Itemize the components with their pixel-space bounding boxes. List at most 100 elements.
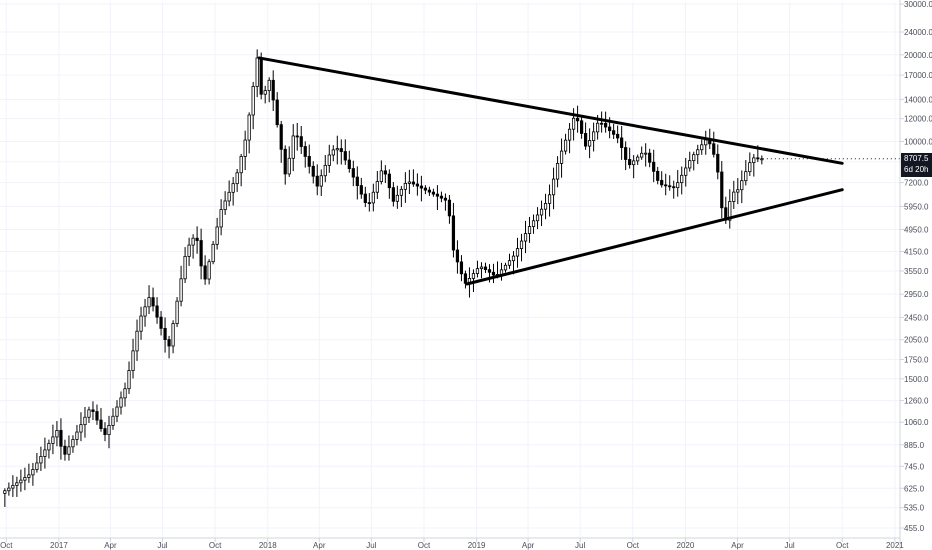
candle [267, 77, 271, 103]
candle-body [503, 264, 508, 271]
candle [740, 170, 744, 204]
candle-body [55, 430, 59, 438]
candle-body [588, 140, 592, 147]
candle-body [431, 191, 436, 195]
candle [147, 285, 151, 315]
x-tick-label: Jul [784, 541, 794, 550]
x-tick-label: Jul [157, 541, 167, 550]
candle-body [732, 191, 736, 202]
candle [239, 153, 243, 187]
candle [535, 207, 540, 230]
candle [35, 452, 39, 473]
candle [640, 146, 644, 160]
candle [283, 145, 287, 185]
candle [479, 262, 484, 279]
candle-body [736, 189, 740, 193]
candle-body [31, 469, 35, 476]
candle [207, 259, 211, 285]
candle-countdown-label: 6d 20h [904, 165, 928, 174]
y-tick-label: 2450.0 [904, 313, 929, 322]
candle-body [347, 159, 351, 169]
candle-body [239, 156, 243, 174]
candle-body [167, 339, 171, 347]
candle-body [99, 419, 103, 430]
candle [451, 202, 456, 258]
candle [15, 476, 19, 497]
y-tick-label: 14000.0 [904, 95, 932, 104]
y-tick-label: 2950.0 [904, 290, 929, 299]
candle [335, 135, 339, 165]
candle [636, 154, 640, 165]
candle [684, 157, 688, 187]
candle-body [471, 273, 476, 279]
candle-body [612, 130, 616, 135]
candle [3, 488, 7, 507]
candles [3, 49, 900, 507]
candle-body [11, 485, 15, 489]
candle [11, 475, 15, 497]
candle [355, 166, 359, 200]
price-axis[interactable]: 30000.0 24000.0 20000.0 17000.0 14000.0 12000… [899, 0, 932, 550]
candle-body [664, 184, 668, 187]
lower-trendline[interactable] [465, 188, 844, 286]
candle [275, 92, 279, 128]
candle-body [592, 131, 596, 141]
candle [571, 108, 576, 141]
candle [523, 220, 528, 254]
candle-body [395, 194, 399, 202]
candle [323, 155, 327, 183]
candle-body [79, 424, 83, 433]
candle [551, 167, 556, 210]
last-price-badge: 8707.5 6d 20h [901, 153, 932, 177]
candle-body [720, 171, 724, 209]
candle [235, 169, 239, 192]
candle-body [700, 144, 704, 151]
candle [559, 138, 564, 178]
candle [732, 180, 736, 209]
trendlines[interactable] [257, 56, 844, 286]
candle-body [379, 170, 383, 182]
candle-body [235, 172, 239, 185]
candle-body [447, 199, 452, 217]
x-tick-label: Apr [731, 541, 744, 550]
candle-body [616, 133, 620, 139]
candle [431, 188, 436, 197]
candle [307, 144, 311, 174]
candle [279, 120, 283, 163]
candle-body [359, 185, 363, 195]
candle [644, 143, 648, 167]
y-tick-label: 3550.0 [904, 267, 929, 276]
candle-body [487, 269, 492, 273]
candle [287, 146, 291, 177]
upper-trendline[interactable] [257, 56, 844, 165]
candle [311, 161, 315, 184]
candle [87, 406, 91, 423]
candle [347, 150, 351, 173]
candle [612, 123, 616, 140]
y-tick-label: 1500.0 [904, 375, 929, 384]
candle [171, 320, 175, 354]
candle [95, 404, 99, 425]
time-axis[interactable]: Oct 2017 Apr Jul Oct 2018 Apr Jul Oct 2019 Apr Jul O… [0, 537, 904, 550]
candle-body [748, 162, 752, 173]
candle-body [127, 370, 131, 390]
candle-body [275, 99, 279, 126]
candle-body [355, 176, 359, 186]
candle-body [547, 194, 552, 204]
candle [39, 446, 43, 471]
candle-body [327, 154, 331, 166]
candle [215, 217, 219, 250]
candle-body [295, 135, 299, 138]
candle [63, 439, 67, 461]
candle [752, 154, 756, 177]
candle [383, 165, 387, 183]
candle [127, 361, 131, 394]
candle [696, 144, 700, 165]
candle-body [63, 445, 67, 455]
candle [107, 415, 111, 449]
x-tick-label: Apr [522, 541, 535, 550]
candle-body [291, 135, 295, 159]
x-tick-label: 2020 [677, 541, 695, 550]
y-tick-label: 4150.0 [904, 247, 929, 256]
